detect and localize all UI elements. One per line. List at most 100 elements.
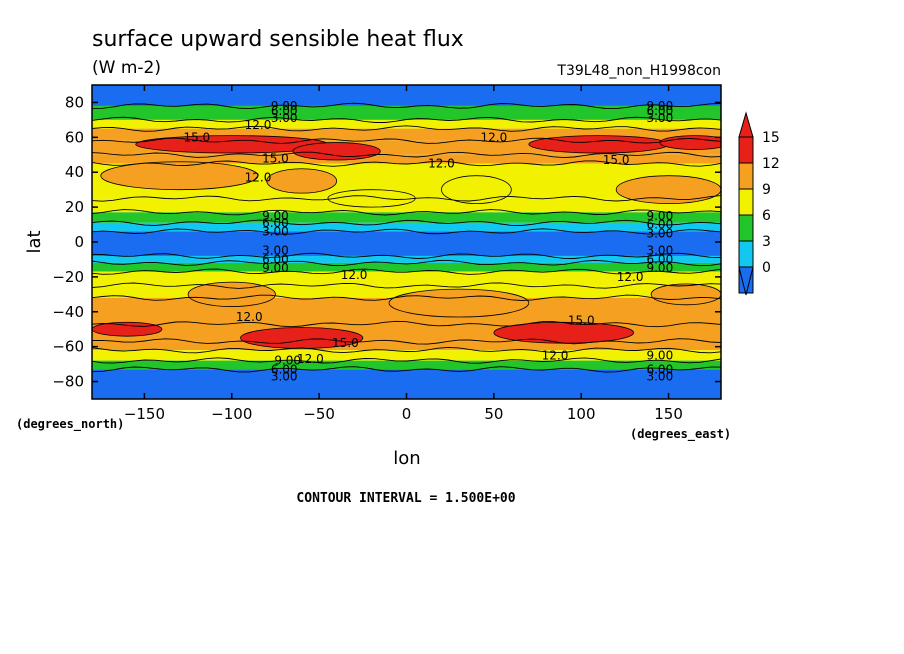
colorbar: 0 3 6 9 12 15 bbox=[738, 111, 780, 296]
contour-label: 9.00 bbox=[646, 99, 673, 113]
colorbar-swatch bbox=[738, 136, 754, 164]
run-label: T39L48_non_H1998con bbox=[556, 63, 721, 79]
lat-band bbox=[92, 198, 721, 213]
lat-band bbox=[92, 105, 721, 120]
contour-line bbox=[92, 102, 721, 110]
lat-band bbox=[92, 154, 721, 164]
contour-label: 6.00 bbox=[262, 252, 289, 266]
contour-line bbox=[92, 357, 721, 364]
contour-label: 9.00 bbox=[274, 354, 301, 368]
contour-line bbox=[92, 259, 721, 267]
x-tick-label: −50 bbox=[303, 405, 335, 423]
heatmap-fill bbox=[92, 85, 721, 399]
contour-line bbox=[92, 209, 721, 216]
lat-band bbox=[92, 350, 721, 361]
y-axis-label: lat bbox=[24, 230, 45, 253]
lat-band bbox=[92, 255, 721, 263]
contour-line bbox=[92, 151, 721, 159]
contour-line bbox=[92, 160, 721, 167]
contour-label: 9.00 bbox=[271, 99, 298, 113]
contour-label: 3.00 bbox=[646, 111, 673, 125]
contour-lines bbox=[92, 102, 721, 373]
region-patch bbox=[187, 281, 276, 307]
y-tick-label: −40 bbox=[52, 303, 84, 321]
contour-label: 3.00 bbox=[262, 225, 289, 239]
x-tick-label: 0 bbox=[402, 405, 412, 423]
contour-label: 6.00 bbox=[271, 362, 298, 376]
contour-label: 12.0 bbox=[245, 118, 272, 132]
contour-line bbox=[92, 116, 721, 123]
contour-label: 15.0 bbox=[332, 336, 359, 350]
contour-label: 3.00 bbox=[262, 244, 289, 258]
region-patch bbox=[441, 175, 512, 205]
y-tick-label: 20 bbox=[65, 198, 84, 216]
colorbar-label: 3 bbox=[762, 234, 771, 250]
colorbar-extend-min bbox=[738, 266, 754, 296]
y-tick-label: 0 bbox=[74, 233, 84, 251]
region-patch bbox=[659, 135, 721, 150]
colorbar-label: 15 bbox=[762, 130, 780, 146]
chart-title: surface upward sensible heat flux bbox=[92, 27, 464, 52]
lat-band bbox=[92, 360, 721, 370]
region-patch bbox=[100, 161, 259, 191]
contour-line bbox=[92, 228, 721, 235]
region-patch bbox=[292, 142, 381, 161]
contour-line bbox=[92, 125, 721, 132]
region-patch bbox=[650, 283, 721, 306]
lat-band bbox=[92, 222, 721, 232]
contour-label: 9.00 bbox=[262, 261, 289, 275]
contour-label: 9.00 bbox=[646, 261, 673, 275]
contour-label: 6.00 bbox=[646, 218, 673, 232]
lat-band bbox=[92, 271, 721, 286]
colorbar-extend-max bbox=[738, 111, 754, 138]
contour-line bbox=[92, 219, 721, 226]
contour-label: 12.0 bbox=[481, 130, 508, 144]
contour-line bbox=[92, 366, 721, 373]
region-patch bbox=[528, 135, 669, 154]
contour-line bbox=[92, 294, 721, 301]
contour-label: 9.00 bbox=[646, 348, 673, 362]
contour-label: 6.00 bbox=[271, 104, 298, 118]
colorbar-swatch bbox=[738, 214, 754, 242]
contour-label: 9.00 bbox=[646, 209, 673, 223]
colorbar-swatch bbox=[738, 162, 754, 190]
contour-label: 6.00 bbox=[646, 252, 673, 266]
contour-label: 3.00 bbox=[271, 369, 298, 383]
region-patch bbox=[92, 321, 163, 337]
contour-label: 6.00 bbox=[646, 362, 673, 376]
contour-line bbox=[92, 338, 721, 345]
y-tick-label: −20 bbox=[52, 268, 84, 286]
region-patch bbox=[327, 189, 416, 208]
colorbar-label: 9 bbox=[762, 182, 771, 198]
contour-label: 12.0 bbox=[297, 352, 324, 366]
contour-label: 12.0 bbox=[236, 310, 263, 324]
colorbar-swatch bbox=[738, 240, 754, 268]
region-patch bbox=[266, 168, 338, 194]
lat-band bbox=[92, 212, 721, 223]
contour-label: 3.00 bbox=[646, 369, 673, 383]
x-tick-label: 50 bbox=[484, 405, 503, 423]
contour-label: 12.0 bbox=[617, 270, 644, 284]
x-tick-label: −100 bbox=[211, 405, 252, 423]
contour-label: 3.00 bbox=[646, 226, 673, 240]
contour-label: 9.00 bbox=[262, 209, 289, 223]
x-tick-label: −150 bbox=[124, 405, 165, 423]
lat-band bbox=[92, 231, 721, 256]
region-patch bbox=[388, 288, 530, 318]
lat-band bbox=[92, 85, 721, 106]
x-axis-label: lon bbox=[393, 448, 420, 469]
y-tick-label: 80 bbox=[65, 93, 84, 111]
contour-label: 15.0 bbox=[262, 151, 289, 165]
contour-interval-note: CONTOUR INTERVAL = 1.500E+00 bbox=[296, 491, 515, 506]
y-tick-label: −60 bbox=[52, 338, 84, 356]
contour-label: 12.0 bbox=[428, 157, 455, 171]
contour-line bbox=[92, 282, 721, 289]
contour-label: 12.0 bbox=[245, 170, 272, 184]
contour-line bbox=[92, 268, 721, 275]
y-units: (degrees_north) bbox=[16, 417, 124, 432]
x-units: (degrees_east) bbox=[630, 427, 731, 442]
y-tick-label: 60 bbox=[65, 128, 84, 146]
contour-line bbox=[92, 346, 721, 354]
